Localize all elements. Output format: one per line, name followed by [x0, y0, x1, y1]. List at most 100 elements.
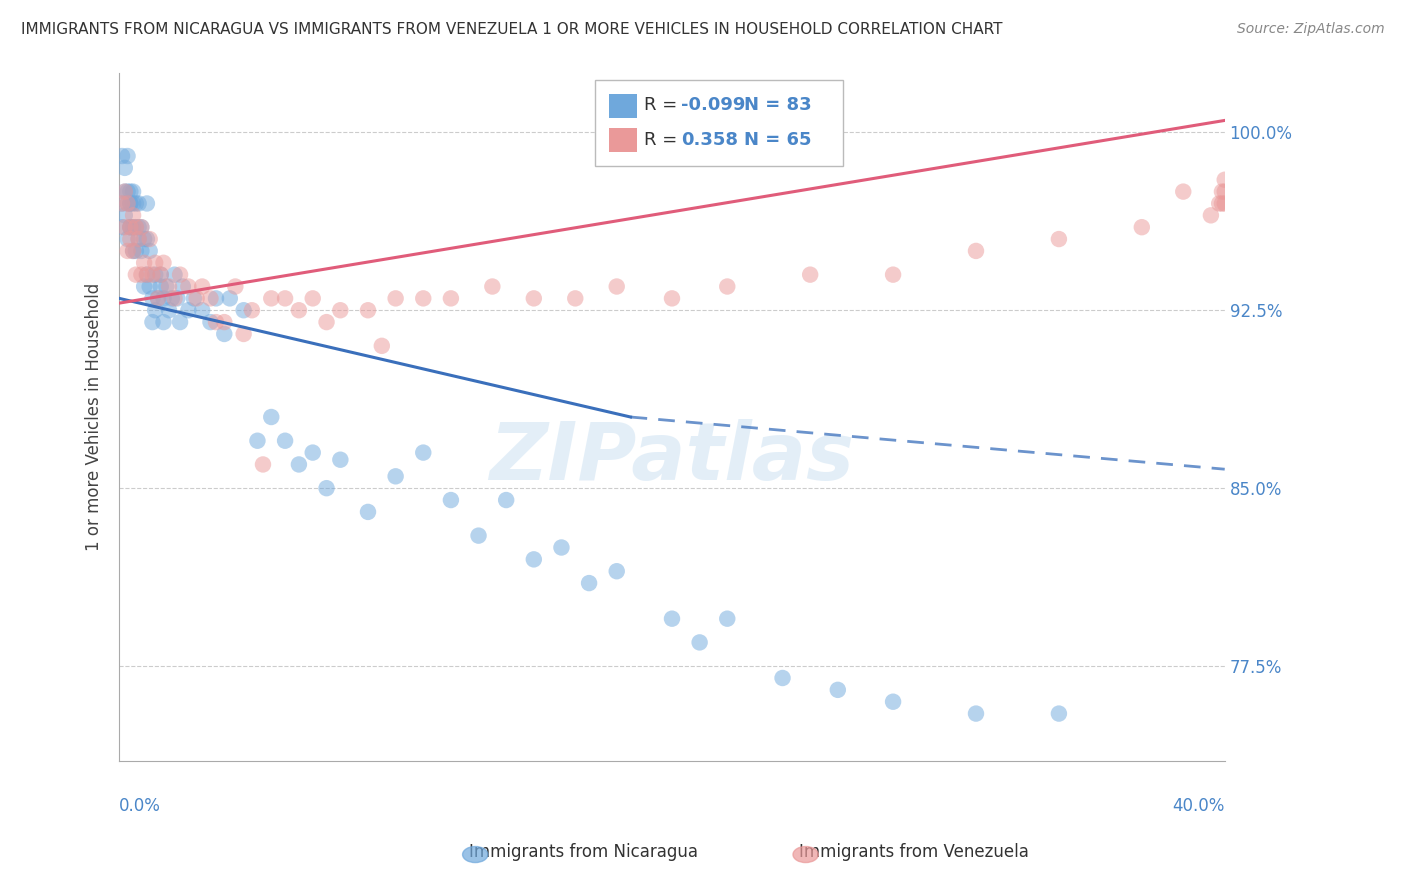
Point	[1213, 185, 1236, 199]
Point	[301, 292, 323, 306]
Point	[149, 279, 172, 293]
Point	[329, 303, 352, 318]
Bar	[609, 94, 637, 118]
Text: N = 83: N = 83	[744, 96, 811, 114]
Point	[232, 326, 254, 341]
Point	[965, 706, 987, 721]
Point	[111, 196, 134, 211]
Point	[661, 292, 683, 306]
Text: 0.0%: 0.0%	[120, 797, 162, 814]
Point	[138, 279, 160, 293]
Point	[141, 292, 163, 306]
Point	[371, 339, 394, 353]
Point	[965, 244, 987, 258]
Text: -0.099: -0.099	[681, 96, 745, 114]
Point	[301, 445, 323, 459]
Text: Immigrants from Nicaragua: Immigrants from Nicaragua	[470, 843, 697, 861]
Point	[661, 612, 683, 626]
Point	[260, 409, 283, 424]
Point	[716, 612, 738, 626]
Point	[1199, 208, 1222, 222]
Point	[120, 232, 142, 246]
Point	[122, 185, 145, 199]
Point	[252, 458, 274, 472]
Point	[224, 279, 246, 293]
Point	[120, 220, 142, 235]
Point	[111, 149, 134, 163]
Point	[128, 196, 150, 211]
Point	[135, 196, 157, 211]
Point	[117, 196, 139, 211]
Point	[606, 564, 628, 578]
Point	[125, 196, 148, 211]
Text: R =: R =	[644, 131, 683, 149]
Point	[260, 292, 283, 306]
Point	[152, 292, 174, 306]
Point	[117, 185, 139, 199]
Point	[135, 268, 157, 282]
Point	[412, 292, 434, 306]
Text: Source: ZipAtlas.com: Source: ZipAtlas.com	[1237, 22, 1385, 37]
Point	[799, 268, 821, 282]
Point	[246, 434, 269, 448]
Point	[1213, 173, 1236, 187]
Point	[169, 268, 191, 282]
Point	[716, 279, 738, 293]
Point	[440, 292, 463, 306]
Point	[138, 244, 160, 258]
Point	[141, 268, 163, 282]
Point	[131, 268, 153, 282]
Point	[143, 303, 166, 318]
Text: IMMIGRANTS FROM NICARAGUA VS IMMIGRANTS FROM VENEZUELA 1 OR MORE VEHICLES IN HOU: IMMIGRANTS FROM NICARAGUA VS IMMIGRANTS …	[21, 22, 1002, 37]
Point	[149, 268, 172, 282]
Point	[143, 256, 166, 270]
Point	[122, 244, 145, 258]
Point	[384, 469, 406, 483]
Point	[191, 303, 214, 318]
Point	[114, 208, 136, 222]
Point	[117, 149, 139, 163]
Point	[214, 326, 236, 341]
Point	[564, 292, 586, 306]
Point	[152, 315, 174, 329]
Point	[138, 232, 160, 246]
Point	[125, 244, 148, 258]
Point	[122, 244, 145, 258]
Point	[1213, 196, 1236, 211]
Point	[523, 292, 546, 306]
Point	[128, 232, 150, 246]
Point	[1173, 185, 1195, 199]
Point	[120, 196, 142, 211]
Point	[550, 541, 572, 555]
Point	[114, 220, 136, 235]
Point	[134, 256, 156, 270]
Text: ZIPatlas: ZIPatlas	[489, 419, 855, 498]
Point	[495, 493, 517, 508]
Point	[146, 292, 169, 306]
Point	[163, 268, 186, 282]
Point	[169, 315, 191, 329]
Point	[481, 279, 503, 293]
Point	[122, 196, 145, 211]
Point	[689, 635, 711, 649]
Point	[1130, 220, 1153, 235]
Point	[135, 268, 157, 282]
Point	[274, 292, 297, 306]
Point	[114, 185, 136, 199]
Point	[122, 220, 145, 235]
Point	[200, 292, 222, 306]
Point	[357, 303, 380, 318]
Point	[128, 220, 150, 235]
Point	[146, 292, 169, 306]
Point	[1208, 196, 1230, 211]
Point	[125, 268, 148, 282]
Point	[523, 552, 546, 566]
Point	[384, 292, 406, 306]
Point	[111, 196, 134, 211]
Point	[157, 303, 180, 318]
Point	[232, 303, 254, 318]
Point	[606, 279, 628, 293]
Point	[143, 268, 166, 282]
Point	[205, 292, 228, 306]
Point	[288, 458, 311, 472]
